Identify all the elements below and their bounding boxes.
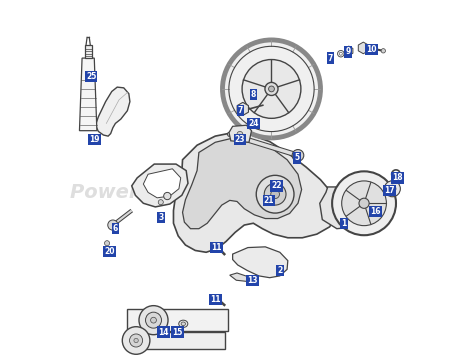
Polygon shape: [143, 169, 181, 198]
Circle shape: [342, 181, 386, 226]
Text: 17: 17: [384, 186, 395, 195]
Ellipse shape: [181, 322, 185, 326]
Polygon shape: [130, 332, 225, 349]
Text: 21: 21: [264, 196, 274, 205]
Text: 7: 7: [328, 54, 333, 62]
Text: 23: 23: [235, 135, 245, 144]
Polygon shape: [80, 58, 97, 131]
Circle shape: [381, 49, 385, 53]
Text: 9: 9: [346, 48, 351, 56]
Text: 22: 22: [271, 182, 282, 190]
Text: 13: 13: [247, 276, 258, 285]
Text: Powered by Vision Spa  s: Powered by Vision Spa s: [70, 183, 346, 202]
Polygon shape: [173, 132, 338, 252]
Circle shape: [215, 297, 221, 302]
Polygon shape: [233, 247, 288, 278]
Polygon shape: [320, 187, 366, 229]
Text: 20: 20: [104, 247, 115, 256]
Circle shape: [237, 131, 243, 137]
Circle shape: [384, 181, 401, 197]
Text: 16: 16: [370, 207, 381, 216]
Text: 19: 19: [90, 135, 100, 144]
Polygon shape: [128, 309, 228, 331]
Circle shape: [222, 40, 320, 138]
Circle shape: [139, 306, 168, 335]
Polygon shape: [230, 273, 258, 281]
Circle shape: [129, 334, 143, 347]
Circle shape: [389, 185, 396, 192]
Text: 3: 3: [158, 213, 164, 222]
Circle shape: [337, 50, 344, 57]
Text: 10: 10: [366, 45, 376, 54]
Circle shape: [134, 338, 138, 343]
Circle shape: [122, 327, 150, 354]
Text: 15: 15: [172, 328, 182, 337]
Circle shape: [264, 183, 286, 205]
Circle shape: [164, 192, 171, 200]
Polygon shape: [95, 87, 130, 136]
Circle shape: [215, 245, 221, 250]
Text: 5: 5: [294, 154, 300, 162]
Polygon shape: [132, 164, 188, 207]
Text: 8: 8: [251, 90, 256, 99]
Circle shape: [256, 175, 294, 213]
Text: 24: 24: [248, 119, 259, 128]
FancyBboxPatch shape: [84, 45, 92, 58]
Text: 6: 6: [113, 224, 118, 233]
Circle shape: [292, 150, 304, 161]
Circle shape: [104, 241, 109, 246]
Text: 1: 1: [341, 219, 346, 228]
Polygon shape: [182, 138, 301, 229]
Text: 14: 14: [158, 328, 169, 337]
Circle shape: [265, 82, 278, 95]
Circle shape: [271, 190, 280, 199]
Circle shape: [242, 60, 301, 118]
Text: 11: 11: [211, 243, 221, 252]
Polygon shape: [237, 102, 248, 115]
Text: 11: 11: [210, 295, 220, 304]
Text: 2: 2: [277, 266, 283, 275]
Circle shape: [332, 171, 396, 235]
Polygon shape: [345, 46, 353, 56]
Polygon shape: [229, 125, 252, 142]
Text: 7: 7: [238, 106, 243, 115]
Circle shape: [146, 312, 162, 328]
Circle shape: [151, 317, 156, 323]
Circle shape: [359, 198, 369, 208]
Circle shape: [158, 200, 164, 205]
Circle shape: [339, 52, 342, 55]
Ellipse shape: [179, 320, 188, 327]
Polygon shape: [358, 42, 368, 54]
Circle shape: [108, 220, 118, 230]
Circle shape: [269, 86, 274, 92]
Text: 25: 25: [86, 72, 96, 81]
Text: 18: 18: [392, 174, 403, 182]
